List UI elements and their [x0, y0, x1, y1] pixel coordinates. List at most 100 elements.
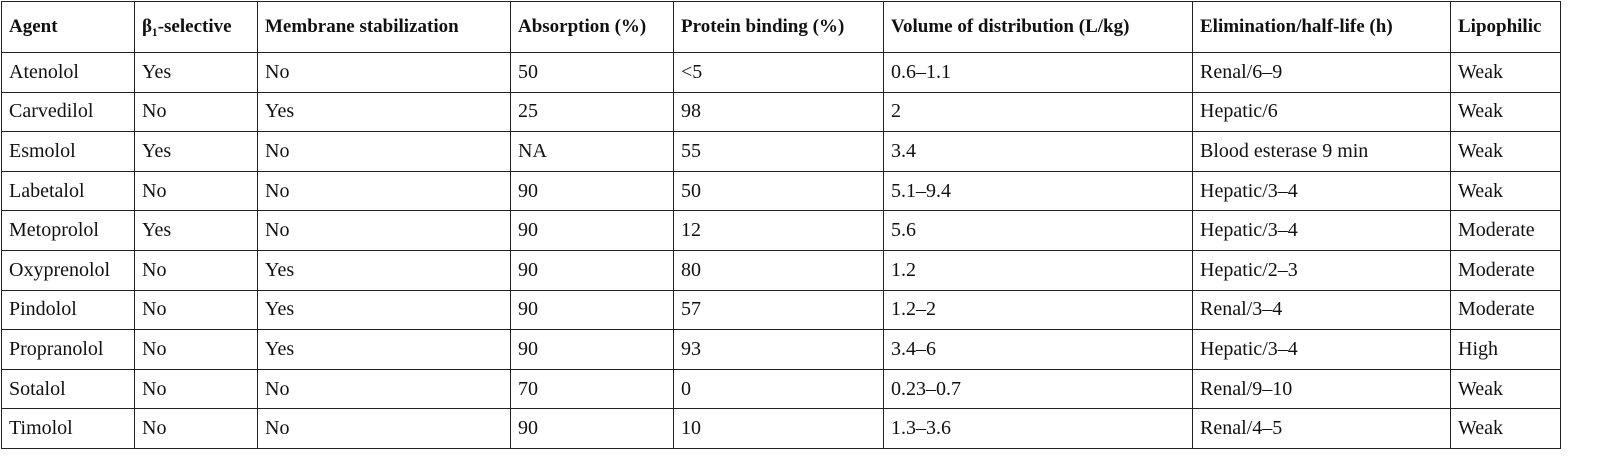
table-row: Timolol No No 90 10 1.3–3.6 Renal/4–5 Weak: [1, 408, 1561, 449]
table-cell: Renal/4–5: [1192, 408, 1451, 449]
table-cell: No: [134, 249, 258, 291]
header-cell: Elimination/half-life (h): [1192, 1, 1451, 53]
table-cell: 3.4: [883, 131, 1193, 172]
table-cell: <5: [673, 52, 884, 93]
table-cell: 90: [510, 329, 674, 370]
table-cell: Weak: [1450, 408, 1561, 449]
table-cell: No: [134, 170, 258, 212]
header-cell: Membrane stabilization: [257, 1, 511, 53]
header-cell: Protein binding (%): [673, 1, 884, 53]
table-cell: Hepatic/3–4: [1192, 170, 1451, 212]
table-cell: 50: [510, 52, 674, 93]
table-cell: 50: [673, 170, 884, 212]
data-table: Agent β₁-selective Membrane stabilization A…: [1, 1, 1561, 449]
table-cell: No: [134, 408, 258, 449]
table-cell: Pindolol: [1, 289, 135, 331]
table-cell: Hepatic/6: [1192, 91, 1451, 133]
table-cell: Renal/6–9: [1192, 52, 1451, 93]
table-row: Oxyprenolol No Yes 90 80 1.2 Hepatic/2–3 Modera…: [1, 249, 1561, 291]
table-cell: Renal/9–10: [1192, 368, 1451, 410]
table-cell: Sotalol: [1, 368, 135, 410]
table-cell: Carvedilol: [1, 91, 135, 133]
table-cell: 70: [510, 368, 674, 410]
header-cell: Lipophilic: [1450, 1, 1561, 53]
table-cell: 3.4–6: [883, 329, 1193, 370]
table-cell: 57: [673, 289, 884, 331]
table-cell: No: [257, 52, 511, 93]
table-cell: Blood esterase 9 min: [1192, 131, 1451, 172]
table-cell: Moderate: [1450, 249, 1561, 291]
table-cell: No: [257, 408, 511, 449]
table-cell: 5.6: [883, 210, 1193, 251]
table-cell: Yes: [134, 210, 258, 251]
table-row: Propranolol No Yes 90 93 3.4–6 Hepatic/3–4 High: [1, 329, 1561, 370]
table-row: Esmolol Yes No NA 55 3.4 Blood esterase 9 min W…: [1, 131, 1561, 172]
table-cell: No: [257, 368, 511, 410]
table-cell: 5.1–9.4: [883, 170, 1193, 212]
table-row: Sotalol No No 70 0 0.23–0.7 Renal/9–10 Weak: [1, 368, 1561, 410]
table-cell: Metoprolol: [1, 210, 135, 251]
table-cell: 1.2: [883, 249, 1193, 291]
table-cell: 80: [673, 249, 884, 291]
table-cell: Hepatic/3–4: [1192, 329, 1451, 370]
table-cell: No: [134, 329, 258, 370]
table-cell: No: [134, 289, 258, 331]
table-cell: Esmolol: [1, 131, 135, 172]
table-cell: Moderate: [1450, 210, 1561, 251]
table-cell: 0.23–0.7: [883, 368, 1193, 410]
table-cell: Hepatic/3–4: [1192, 210, 1451, 251]
table-cell: 90: [510, 249, 674, 291]
table-cell: 1.2–2: [883, 289, 1193, 331]
table-cell: 90: [510, 170, 674, 212]
table-row: Pindolol No Yes 90 57 1.2–2 Renal/3–4 Moderate: [1, 289, 1561, 331]
table-cell: Hepatic/2–3: [1192, 249, 1451, 291]
table-cell: NA: [510, 131, 674, 172]
table-header: Agent β₁-selective Membrane stabilization A…: [1, 1, 1561, 53]
table-body: Atenolol Yes No 50 <5 0.6–1.1 Renal/6–9 Weak Car…: [1, 52, 1561, 449]
table-cell: Labetalol: [1, 170, 135, 212]
table-cell: 12: [673, 210, 884, 251]
header-cell: Absorption (%): [510, 1, 674, 53]
table-cell: No: [134, 91, 258, 133]
table-cell: 90: [510, 289, 674, 331]
table-cell: Weak: [1450, 368, 1561, 410]
table-cell: No: [257, 131, 511, 172]
table-cell: No: [257, 170, 511, 212]
table-row: Carvedilol No Yes 25 98 2 Hepatic/6 Weak: [1, 91, 1561, 133]
header-cell: Agent: [1, 1, 135, 53]
table-cell: Weak: [1450, 52, 1561, 93]
table-cell: No: [257, 210, 511, 251]
table-row: Metoprolol Yes No 90 12 5.6 Hepatic/3–4 Moderat…: [1, 210, 1561, 251]
table-cell: Timolol: [1, 408, 135, 449]
table-cell: 10: [673, 408, 884, 449]
header-cell: β₁-selective: [134, 1, 258, 53]
table-cell: High: [1450, 329, 1561, 370]
table-row: Atenolol Yes No 50 <5 0.6–1.1 Renal/6–9 Weak: [1, 52, 1561, 93]
table-cell: Moderate: [1450, 289, 1561, 331]
table-cell: 55: [673, 131, 884, 172]
table-cell: Yes: [257, 249, 511, 291]
table-cell: Weak: [1450, 170, 1561, 212]
table-cell: Yes: [134, 131, 258, 172]
table-cell: 25: [510, 91, 674, 133]
table-cell: Oxyprenolol: [1, 249, 135, 291]
table-cell: Atenolol: [1, 52, 135, 93]
table-cell: 2: [883, 91, 1193, 133]
table-cell: Weak: [1450, 91, 1561, 133]
table-cell: Propranolol: [1, 329, 135, 370]
table-cell: 0.6–1.1: [883, 52, 1193, 93]
table-cell: 98: [673, 91, 884, 133]
table-cell: 90: [510, 210, 674, 251]
table-cell: Weak: [1450, 131, 1561, 172]
header-row: Agent β₁-selective Membrane stabilization A…: [1, 1, 1561, 53]
table-row: Labetalol No No 90 50 5.1–9.4 Hepatic/3–4 Weak: [1, 170, 1561, 212]
table-cell: No: [134, 368, 258, 410]
table-cell: Yes: [134, 52, 258, 93]
table-cell: 90: [510, 408, 674, 449]
table-cell: Yes: [257, 91, 511, 133]
table-cell: 93: [673, 329, 884, 370]
header-cell: Volume of distribution (L/kg): [883, 1, 1193, 53]
table-cell: 0: [673, 368, 884, 410]
table-cell: Yes: [257, 329, 511, 370]
